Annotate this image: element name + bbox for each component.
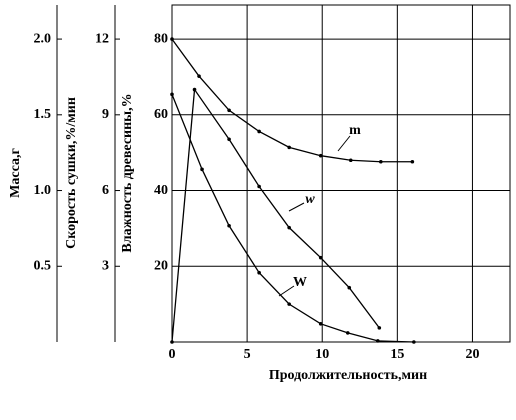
data-point (318, 255, 323, 260)
leader-line (288, 202, 305, 212)
data-point (257, 270, 261, 275)
data-point (318, 153, 323, 158)
y2-tick-label: 3 (102, 258, 109, 273)
y2-axis-label: Скорость сушки,%/мин (64, 97, 79, 249)
y-tick-label: 80 (154, 31, 168, 46)
x-axis-label: Продолжительность,мин (269, 368, 427, 383)
data-point (170, 92, 174, 97)
leader-line (278, 285, 295, 297)
x-tick-label: 5 (244, 347, 251, 362)
x-tick-label: 10 (315, 347, 329, 362)
data-point (379, 159, 383, 164)
series-label: W (293, 275, 307, 290)
series-label: w (305, 192, 315, 207)
series-line (171, 94, 414, 343)
x-tick-label: 0 (169, 347, 176, 362)
y-axis-label: Влажность древесины,% (120, 93, 135, 252)
y3-tick-label: 2.0 (34, 31, 52, 46)
data-point (376, 339, 380, 343)
data-point (347, 285, 352, 290)
y-tick-label: 40 (154, 183, 168, 198)
data-point (287, 145, 291, 150)
leader-line (337, 135, 351, 152)
data-point (257, 184, 261, 189)
y2-tick-label: 6 (102, 183, 109, 198)
x-tick-label: 20 (465, 347, 479, 362)
y3-axis-label: Масса,г (8, 148, 23, 198)
data-point (227, 108, 231, 113)
y2-tick-label: 9 (102, 107, 109, 122)
y-tick-label: 60 (154, 107, 168, 122)
data-point (412, 340, 416, 344)
data-point (377, 326, 382, 330)
data-point (227, 137, 231, 142)
data-point (170, 340, 174, 344)
y3-tick-label: 0.5 (34, 258, 52, 273)
data-point (257, 129, 261, 134)
data-point (170, 37, 174, 41)
series-line (171, 38, 413, 163)
x-tick-label: 15 (390, 347, 404, 362)
data-point (200, 167, 204, 172)
data-point (318, 322, 323, 326)
data-point (287, 302, 291, 306)
plot-frame (171, 4, 511, 343)
y-tick-label: 20 (154, 258, 168, 273)
data-point (197, 74, 201, 78)
data-point (348, 158, 353, 163)
y3-tick-label: 1.0 (34, 183, 52, 198)
data-point (287, 225, 291, 230)
data-point (192, 87, 197, 92)
series-line (171, 87, 380, 343)
y3-tick-label: 1.5 (34, 107, 52, 122)
y2-tick-label: 12 (95, 31, 109, 46)
data-point (410, 159, 415, 164)
series-label: m (349, 123, 361, 138)
data-point (345, 331, 350, 335)
data-point (227, 223, 231, 228)
